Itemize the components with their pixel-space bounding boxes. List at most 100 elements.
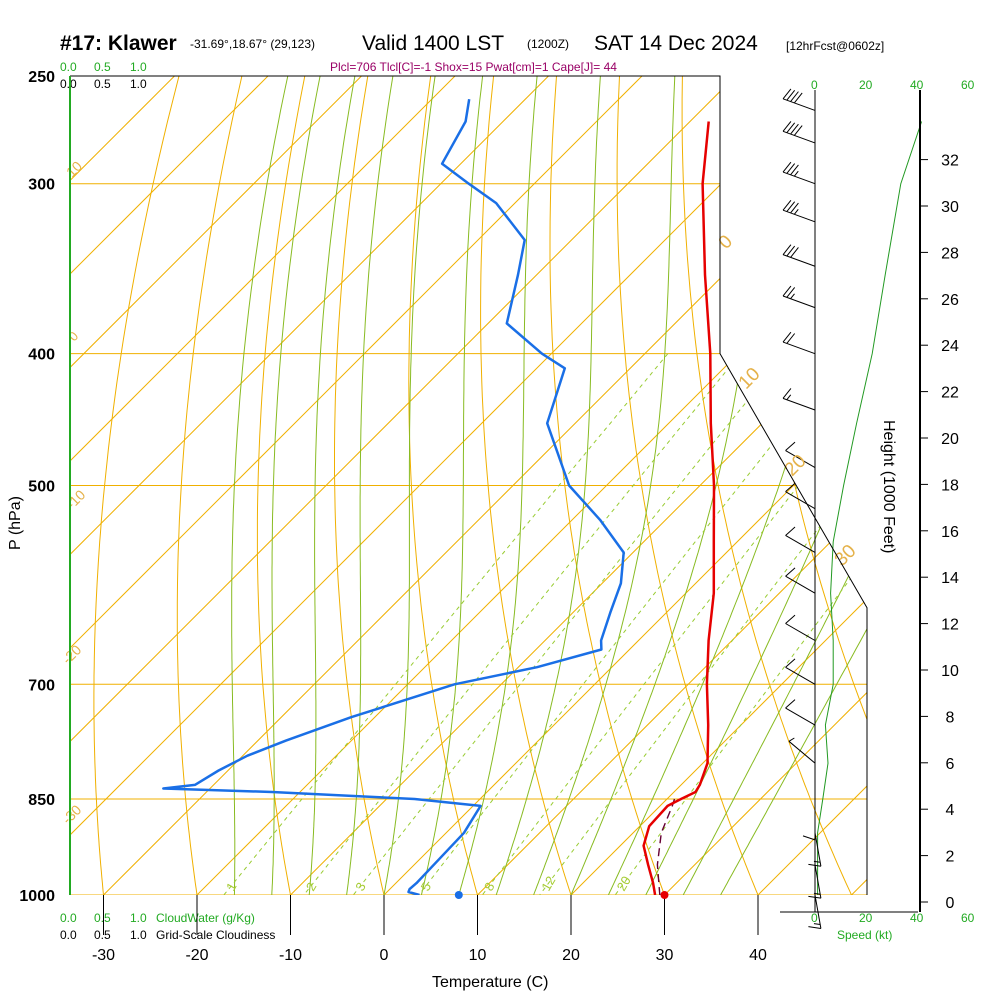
wind-barb-4 [782, 244, 816, 267]
barb-full-9-0 [785, 482, 796, 493]
barb-shaft-9 [785, 491, 816, 510]
isotherm--60 [70, 76, 643, 895]
dry-adiabat-40 [616, 76, 759, 895]
wind-barb-7 [782, 388, 816, 411]
moist-adiabat-12 [495, 76, 601, 895]
barb-half-17 [813, 860, 821, 863]
barb-shaft-13 [785, 666, 816, 685]
mixing-ratio-12 [539, 353, 867, 895]
mixing-ratio-5 [418, 353, 845, 895]
wind-barb-6 [782, 331, 816, 355]
wind-barb-2 [782, 161, 816, 185]
wind-speed-line [817, 121, 923, 895]
barb-shaft-19 [814, 894, 822, 929]
moist-adiabat--8 [308, 76, 356, 895]
temp-tick-label--30: -30 [92, 947, 115, 964]
dry-adiabat--10 [256, 76, 306, 895]
bottom-cloudwater-tick-0: 0.0 [60, 911, 77, 925]
stability-indices: Plcl=706 Tlcl[C]=-1 Shox=15 Pwat[cm]=1 C… [330, 60, 617, 74]
height-axis-title: Height (1000 Feet) [880, 420, 897, 553]
dry-adiabat-10 [408, 76, 478, 895]
barb-full-3-2 [790, 202, 799, 214]
barb-full-5-0 [782, 285, 792, 297]
top-speed-tick-20: 20 [859, 78, 873, 92]
top-speed-tick-40: 40 [910, 78, 924, 92]
station-coords: -31.69°,18.67° (29,123) [190, 37, 315, 51]
barb-full-16-0 [802, 835, 816, 841]
isotherm--90 [70, 76, 362, 895]
barb-full-0-1 [786, 89, 796, 101]
barb-shaft-18 [814, 864, 822, 899]
temperature-axis-title: Temperature (C) [432, 974, 548, 991]
mixing-ratio-1 [223, 353, 669, 895]
barb-shaft-5 [782, 295, 816, 309]
temperature-trace [642, 121, 716, 895]
top-cloudwater-tick-0: 0.0 [60, 60, 77, 74]
height-tick-label-24: 24 [941, 338, 959, 355]
bottom-cloudiness-tick-0: 0.0 [60, 928, 77, 942]
cloudiness-label: Grid-Scale Cloudiness [156, 928, 275, 942]
barb-shaft-6 [782, 341, 816, 355]
barb-shaft-2 [782, 171, 816, 185]
barb-full-1-3 [793, 125, 803, 136]
temp-tick-label-20: 20 [562, 947, 580, 964]
pressure-axis-title: P (hPa) [7, 496, 24, 550]
isotherm--40 [70, 76, 830, 895]
temp-tick-label-30: 30 [656, 947, 674, 964]
pressure-tick-label-300: 300 [28, 177, 55, 194]
barb-shaft-17 [814, 832, 822, 867]
bottom-speed-tick-20: 20 [859, 911, 873, 925]
wind-barb-14 [785, 699, 816, 726]
temp-tick-label-10: 10 [469, 947, 487, 964]
barb-shaft-10 [785, 535, 816, 553]
height-tick-label-2: 2 [946, 849, 955, 866]
barb-full-6-0 [782, 331, 792, 343]
wind-barb-13 [785, 658, 816, 685]
barb-full-11-0 [785, 567, 796, 577]
barb-full-8-0 [785, 441, 796, 451]
isotherm--100 [70, 76, 269, 895]
barb-full-0-0 [782, 88, 792, 100]
moist-adiabat-36 [720, 76, 867, 895]
barb-full-18-0 [808, 895, 821, 899]
height-tick-label-4: 4 [946, 802, 955, 819]
top-cloudiness-tick-1: 0.5 [94, 77, 111, 91]
barb-full-6-1 [786, 333, 796, 344]
cloudwater-label: CloudWater (g/Kg) [156, 911, 255, 925]
barb-full-3-1 [786, 201, 796, 212]
height-tick-label-22: 22 [941, 385, 959, 402]
bottom-speed-tick-60: 60 [961, 911, 975, 925]
height-tick-label-30: 30 [941, 199, 959, 216]
barb-full-1-2 [790, 123, 799, 135]
mixing-ratio-8 [481, 353, 867, 895]
height-tick-label-20: 20 [941, 431, 959, 448]
wind-barb-5 [782, 285, 816, 309]
barb-full-10-0 [785, 526, 796, 536]
pressure-tick-label-850: 850 [28, 792, 55, 809]
barb-shaft-7 [782, 397, 816, 411]
moist-adiabat--12 [271, 76, 321, 895]
temp-tick-label-0: 0 [380, 947, 389, 964]
barb-half-18 [813, 892, 821, 895]
valid-time: Valid 1400 LST [362, 32, 504, 55]
barb-full-2-1 [786, 163, 796, 174]
wind-barb-0 [782, 88, 816, 111]
barb-full-4-1 [786, 245, 796, 257]
wind-panel [780, 88, 923, 929]
dry-adiabat-20 [480, 76, 572, 895]
barb-half-15 [788, 737, 795, 742]
barb-shaft-1 [782, 130, 816, 144]
barb-shaft-8 [785, 450, 816, 468]
wind-barb-8 [785, 441, 816, 468]
wind-barb-10 [785, 526, 816, 553]
barb-shaft-11 [785, 575, 816, 594]
bottom-speed-tick-40: 40 [910, 911, 924, 925]
moist-adiabat-4 [420, 76, 484, 895]
pressure-tick-label-1000: 1000 [19, 888, 55, 905]
height-tick-label-0: 0 [946, 895, 955, 912]
top-cloudiness-tick-0: 0.0 [60, 77, 77, 91]
top-cloudiness-tick-2: 1.0 [130, 77, 147, 91]
isotherm--10 [290, 76, 867, 895]
isotherm-0 [383, 76, 867, 895]
